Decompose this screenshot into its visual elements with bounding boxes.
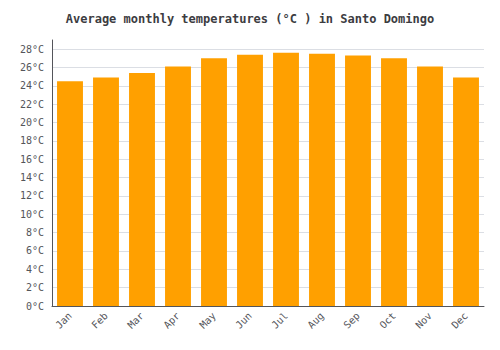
svg-text:0°C: 0°C	[26, 301, 44, 312]
svg-text:Jun: Jun	[233, 310, 254, 331]
svg-text:10°C: 10°C	[20, 209, 44, 220]
svg-text:18°C: 18°C	[20, 135, 44, 146]
svg-text:Nov: Nov	[413, 310, 434, 331]
svg-text:4°C: 4°C	[26, 264, 44, 275]
svg-text:Sep: Sep	[341, 310, 362, 331]
svg-text:Jan: Jan	[53, 310, 74, 331]
svg-text:16°C: 16°C	[20, 154, 44, 165]
svg-text:Apr: Apr	[161, 310, 182, 331]
svg-text:22°C: 22°C	[20, 99, 44, 110]
svg-text:6°C: 6°C	[26, 245, 44, 256]
svg-text:Mar: Mar	[125, 310, 146, 331]
svg-text:20°C: 20°C	[20, 117, 44, 128]
svg-text:24°C: 24°C	[20, 80, 44, 91]
svg-text:8°C: 8°C	[26, 227, 44, 238]
svg-text:May: May	[197, 310, 218, 331]
svg-text:Feb: Feb	[89, 310, 110, 331]
svg-text:12°C: 12°C	[20, 190, 44, 201]
svg-text:2°C: 2°C	[26, 282, 44, 293]
svg-text:Average monthly temperatures (: Average monthly temperatures (°C ) in Sa…	[66, 12, 434, 26]
svg-text:26°C: 26°C	[20, 62, 44, 73]
svg-text:Jul: Jul	[269, 310, 290, 331]
svg-text:Aug: Aug	[305, 310, 326, 331]
svg-text:28°C: 28°C	[20, 44, 44, 55]
svg-text:14°C: 14°C	[20, 172, 44, 183]
svg-text:Dec: Dec	[449, 310, 470, 331]
svg-text:Oct: Oct	[377, 310, 398, 331]
